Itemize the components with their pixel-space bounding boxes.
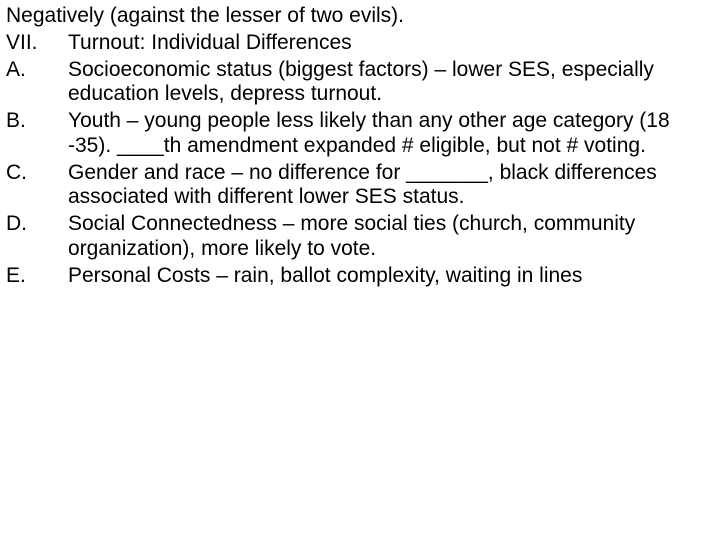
outline-marker: C.: [6, 161, 68, 186]
outline-row: A. Socioeconomic status (biggest factors…: [6, 58, 714, 108]
outline-row: E. Personal Costs – rain, ballot complex…: [6, 264, 714, 289]
outline-marker: VII.: [6, 31, 68, 56]
outline-text: Personal Costs – rain, ballot complexity…: [68, 264, 714, 289]
outline-text: Social Connectedness – more social ties …: [68, 212, 714, 262]
outline-text: Youth – young people less likely than an…: [68, 109, 714, 159]
outline-marker: A.: [6, 58, 68, 83]
outline-marker: B.: [6, 109, 68, 134]
outline-text: Gender and race – no difference for ____…: [68, 161, 714, 211]
outline-marker: E.: [6, 264, 68, 289]
slide-outline: Negatively (against the lesser of two ev…: [0, 0, 720, 288]
outline-text: Socioeconomic status (biggest factors) –…: [68, 58, 714, 108]
intro-line: Negatively (against the lesser of two ev…: [6, 4, 714, 29]
outline-row: VII. Turnout: Individual Differences: [6, 31, 714, 56]
outline-text: Turnout: Individual Differences: [68, 31, 714, 56]
outline-row: C. Gender and race – no difference for _…: [6, 161, 714, 211]
outline-row: B. Youth – young people less likely than…: [6, 109, 714, 159]
outline-marker: D.: [6, 212, 68, 237]
outline-row: D. Social Connectedness – more social ti…: [6, 212, 714, 262]
